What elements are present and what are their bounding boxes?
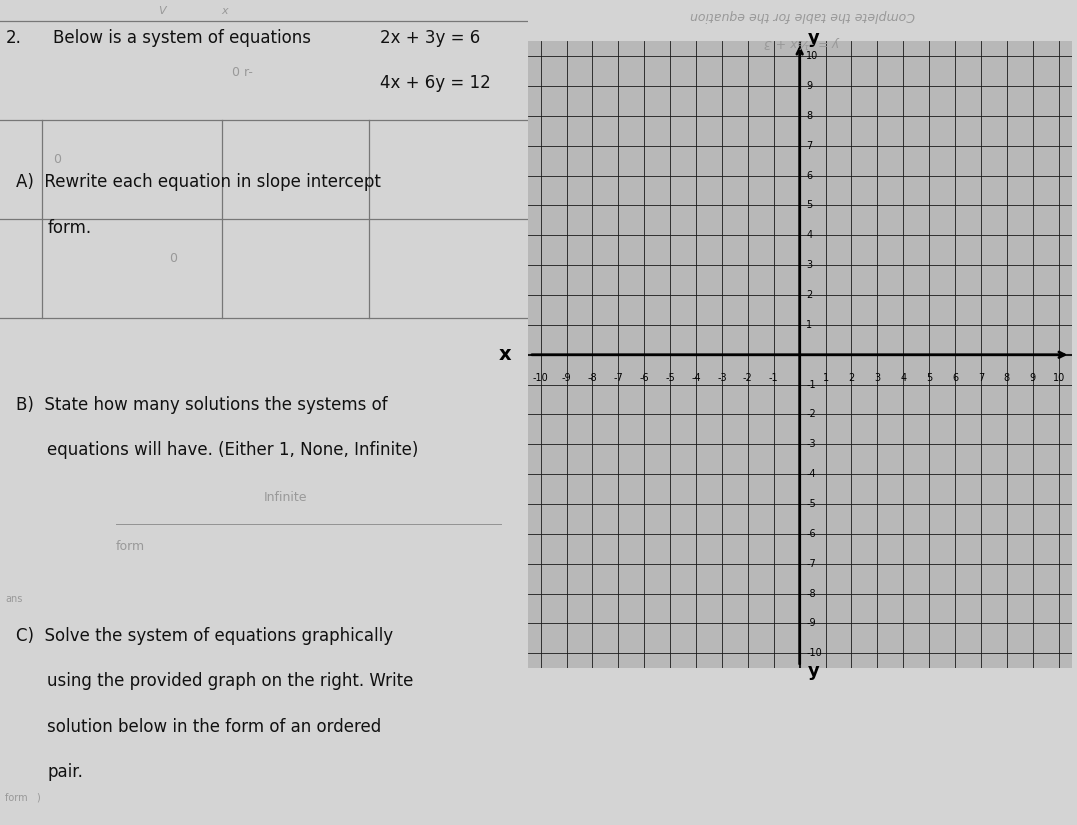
Text: Infinite: Infinite (264, 491, 307, 504)
Text: -8: -8 (807, 588, 815, 599)
Text: -10: -10 (807, 648, 822, 658)
Text: -1: -1 (807, 380, 815, 389)
Text: 3: 3 (875, 373, 880, 383)
Text: 8: 8 (807, 111, 812, 121)
Text: 9: 9 (807, 81, 812, 91)
Text: 6: 6 (952, 373, 959, 383)
Text: Complete the table for the equation: Complete the table for the equation (690, 9, 914, 21)
Text: -2: -2 (743, 373, 753, 383)
Text: -5: -5 (666, 373, 675, 383)
Text: -3: -3 (807, 440, 815, 450)
Text: form.: form. (47, 219, 92, 237)
Text: 2: 2 (849, 373, 854, 383)
Text: -2: -2 (807, 409, 816, 419)
Text: 7: 7 (978, 373, 984, 383)
Text: 3: 3 (807, 260, 812, 270)
Text: 10: 10 (1052, 373, 1065, 383)
Text: Below is a system of equations: Below is a system of equations (53, 29, 311, 47)
Text: 1: 1 (823, 373, 828, 383)
Text: 2x + 3y = 6: 2x + 3y = 6 (380, 29, 480, 47)
Text: 4: 4 (900, 373, 907, 383)
Text: V: V (158, 7, 166, 16)
Text: -4: -4 (807, 469, 815, 479)
Text: A)  Rewrite each equation in slope intercept: A) Rewrite each equation in slope interc… (16, 173, 380, 191)
Text: -7: -7 (614, 373, 624, 383)
Text: 2.: 2. (5, 29, 22, 47)
Text: 4x + 6y = 12: 4x + 6y = 12 (380, 74, 491, 92)
Text: 10: 10 (807, 51, 819, 61)
Text: -5: -5 (807, 499, 816, 509)
Text: using the provided graph on the right. Write: using the provided graph on the right. W… (47, 672, 414, 691)
Text: 0: 0 (169, 252, 177, 265)
Text: y: y (808, 662, 820, 681)
Text: -7: -7 (807, 559, 816, 568)
Text: 8: 8 (1004, 373, 1010, 383)
Text: 1: 1 (807, 320, 812, 330)
Text: 5: 5 (807, 200, 812, 210)
Text: x: x (222, 7, 228, 16)
Text: -3: -3 (717, 373, 727, 383)
Text: -10: -10 (533, 373, 548, 383)
Text: form   ): form ) (5, 792, 41, 802)
Text: equations will have. (Either 1, None, Infinite): equations will have. (Either 1, None, In… (47, 441, 419, 460)
Text: 7: 7 (807, 141, 812, 151)
Text: 6: 6 (807, 171, 812, 181)
Text: C)  Solve the system of equations graphically: C) Solve the system of equations graphic… (16, 627, 393, 645)
Text: x: x (499, 345, 512, 365)
Text: -8: -8 (588, 373, 598, 383)
Text: y = -¹⁄₃x + 3: y = -¹⁄₃x + 3 (765, 36, 840, 49)
Text: -6: -6 (807, 529, 815, 539)
Text: 5: 5 (926, 373, 933, 383)
Text: 4: 4 (807, 230, 812, 240)
Text: -6: -6 (640, 373, 649, 383)
Text: pair.: pair. (47, 763, 83, 781)
Text: -9: -9 (562, 373, 572, 383)
Text: form: form (116, 540, 145, 554)
Text: -4: -4 (691, 373, 701, 383)
Text: y: y (808, 29, 820, 47)
Text: solution below in the form of an ordered: solution below in the form of an ordered (47, 718, 381, 736)
Text: B)  State how many solutions the systems of: B) State how many solutions the systems … (16, 396, 388, 414)
Text: -9: -9 (807, 619, 815, 629)
Text: 0: 0 (53, 153, 60, 166)
Text: 9: 9 (1030, 373, 1036, 383)
Text: -1: -1 (769, 373, 779, 383)
Text: 2: 2 (807, 290, 812, 300)
Text: ans: ans (5, 594, 23, 604)
Text: 0 r-: 0 r- (233, 66, 253, 79)
